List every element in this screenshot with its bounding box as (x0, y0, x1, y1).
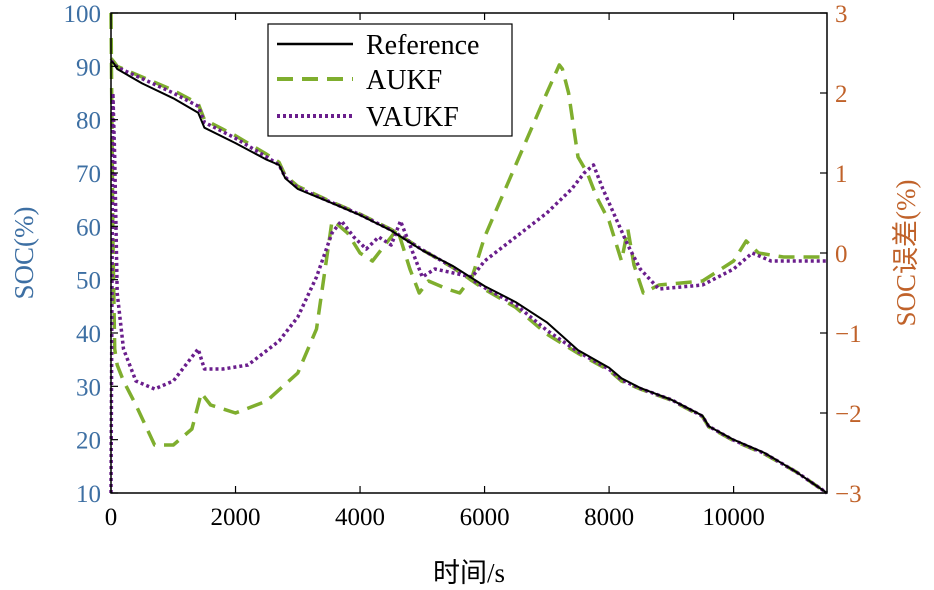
y-right-tick-label: −3 (835, 481, 862, 508)
x-tick-label: 0 (105, 504, 118, 531)
x-tick-label: 2000 (211, 504, 261, 531)
y-right-tick-label: 2 (835, 81, 848, 108)
y-left-tick-label: 10 (76, 481, 101, 508)
y-right-tick-label: 1 (835, 161, 848, 188)
x-tick-label: 10000 (702, 504, 765, 531)
y-left-tick-label: 60 (76, 214, 101, 241)
tick-labels: 0 2000 4000 6000 8000 10000102030405060708090… (64, 1, 862, 531)
x-tick-label: 4000 (335, 504, 385, 531)
y-left-tick-label: 90 (76, 54, 101, 81)
legend-label-vaukf: VAUKF (366, 102, 459, 133)
y-right-tick-label: −2 (835, 401, 862, 428)
series-line-vaukf (109, 59, 828, 495)
series-line-aukf-error (109, 12, 827, 447)
x-axis-label: 时间/s (433, 558, 505, 588)
y-right-tick-label: 3 (835, 1, 848, 28)
y-right-tick-label: 0 (835, 241, 848, 268)
legend: Reference AUKF VAUKF (267, 23, 513, 137)
y-right-tick-label: −1 (835, 321, 862, 348)
y-left-tick-label: 100 (64, 1, 102, 28)
ticks (110, 12, 827, 494)
legend-label-aukf: AUKF (366, 65, 442, 96)
plot-lines (109, 12, 828, 495)
y-left-tick-label: 40 (76, 321, 101, 348)
series-line-reference (110, 60, 828, 494)
y-left-tick-label: 80 (76, 108, 101, 135)
y-left-tick-label: 20 (76, 428, 101, 455)
legend-label-reference: Reference (366, 30, 479, 61)
right-axis-label: SOC误差(%) (891, 180, 921, 327)
y-left-tick-label: 30 (76, 374, 101, 401)
x-tick-label: 8000 (584, 504, 634, 531)
y-left-tick-label: 50 (76, 268, 101, 295)
left-axis-label: SOC(%) (9, 207, 39, 300)
x-tick-label: 6000 (460, 504, 510, 531)
y-left-tick-label: 70 (76, 161, 101, 188)
